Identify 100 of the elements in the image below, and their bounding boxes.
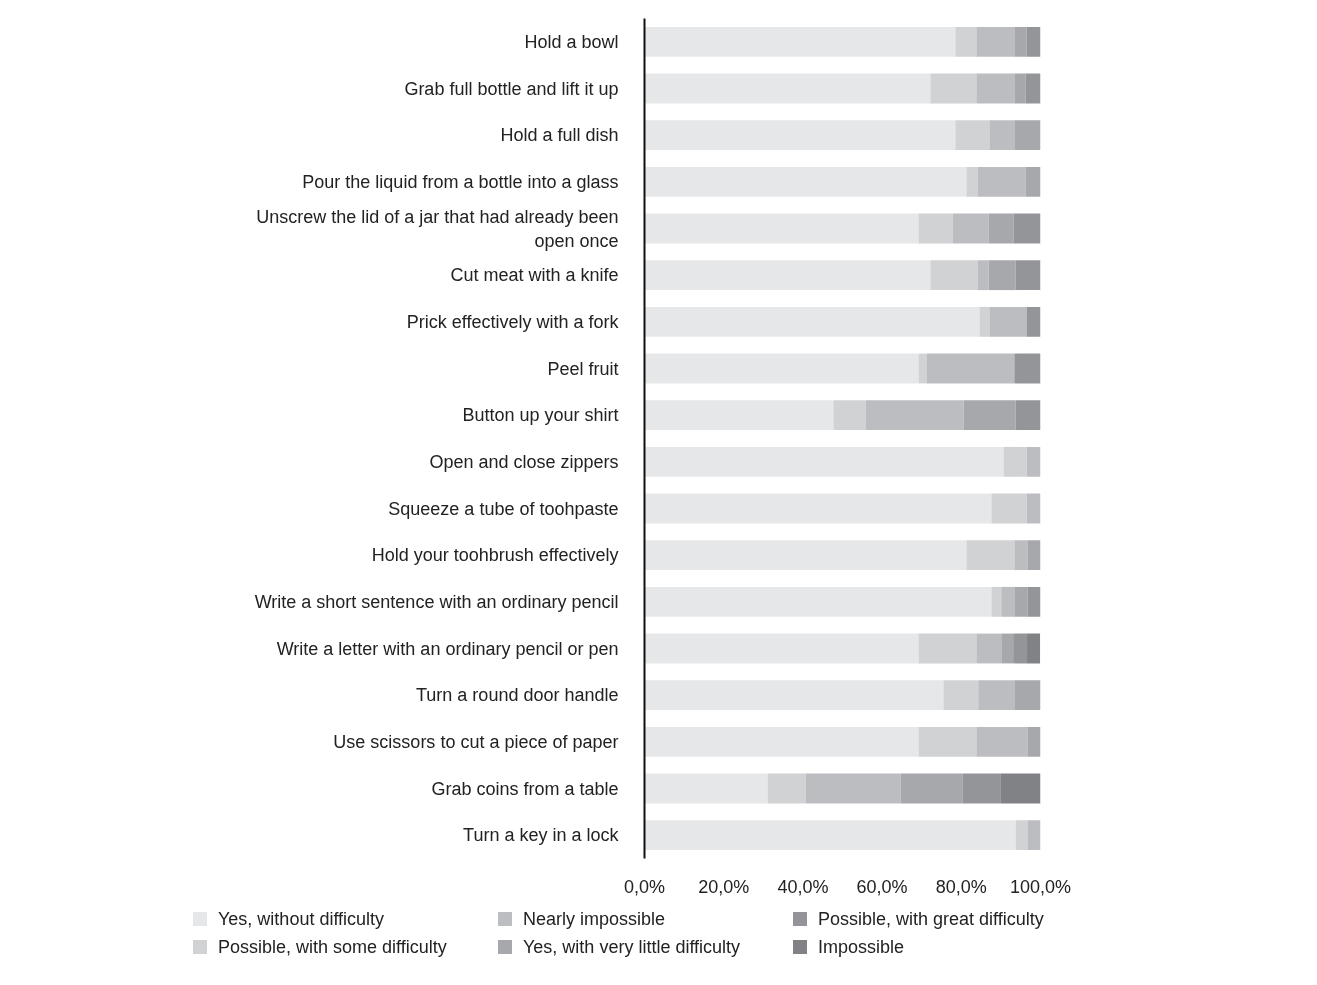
y-tick-label: Grab coins from a table [431, 778, 619, 799]
bar [865, 400, 964, 431]
bar [644, 586, 992, 617]
bar [1000, 773, 1041, 804]
bar [978, 680, 1015, 711]
y-tick-label: Use scissors to cut a piece of paper [333, 731, 619, 752]
y-tick-label: Hold your toohbrush effectively [371, 545, 619, 566]
bar [1013, 633, 1028, 664]
legend-label: Nearly impossible [523, 909, 666, 929]
bar [989, 306, 1027, 337]
y-tick-label: Turn a key in a lock [463, 825, 620, 846]
bar [926, 353, 1015, 384]
bar [930, 73, 977, 104]
bar [644, 306, 980, 337]
bar [644, 400, 834, 431]
bar [644, 353, 919, 384]
bar [644, 493, 992, 524]
x-tick-label: 40,0% [777, 876, 829, 897]
bar [918, 726, 977, 757]
bar [952, 213, 989, 244]
bar [1027, 540, 1041, 571]
bar [1014, 586, 1028, 617]
bar [644, 633, 919, 664]
bar [644, 213, 919, 244]
bar [966, 540, 1015, 571]
bar [644, 540, 967, 571]
bar [991, 586, 1002, 617]
bar [1026, 446, 1041, 477]
bar [1014, 73, 1026, 104]
y-tick-label: Unscrew the lid of a jar that had already been open once [256, 206, 619, 251]
x-tick-label: 60,0% [856, 876, 908, 897]
legend-label: Possible, with great difficulty [818, 909, 1044, 929]
bar [644, 73, 931, 104]
bar [977, 260, 989, 291]
x-tick-label: 0,0% [623, 876, 666, 897]
bar [1015, 820, 1028, 851]
bar [1026, 306, 1041, 337]
y-tick-label: Peel fruit [547, 358, 619, 379]
x-tick-label: 20,0% [698, 876, 750, 897]
y-tick-label: Write a short sentence with an ordinary pencil [254, 591, 619, 612]
bar [991, 493, 1027, 524]
bar [1027, 820, 1041, 851]
bar [955, 120, 990, 151]
bar [1014, 680, 1041, 711]
bar [979, 306, 990, 337]
bar [644, 26, 956, 57]
legend-label: Possible, with some difficulty [218, 937, 447, 957]
x-tick-label: 80,0% [935, 876, 987, 897]
y-tick-label: Write a letter with an ordinary pencil or pen [276, 638, 619, 659]
bar [1015, 260, 1041, 291]
bar [918, 213, 953, 244]
bar [900, 773, 963, 804]
bar [644, 680, 944, 711]
bar [1014, 120, 1041, 151]
bar [943, 680, 979, 711]
y-tick-label: Prick effectively with a fork [406, 311, 620, 332]
bar [1014, 540, 1028, 571]
y-tick-label: Pour the liquid from a bottle into a glass [302, 171, 619, 192]
bar [989, 120, 1015, 151]
bar [1027, 726, 1041, 757]
bar [805, 773, 901, 804]
bar [644, 260, 931, 291]
legend-label: Yes, with very little difficulty [523, 937, 741, 957]
bar [644, 726, 919, 757]
bar [1013, 213, 1041, 244]
bar [1027, 633, 1041, 664]
bar [930, 260, 978, 291]
x-tick-label: 100,0% [1009, 876, 1072, 897]
legend-label: Yes, without difficulty [218, 909, 385, 929]
bar [1025, 73, 1041, 104]
y-tick-label: Hold a bowl [524, 31, 619, 52]
bar [644, 820, 1016, 851]
bar [1025, 166, 1041, 197]
bar [988, 260, 1016, 291]
bar [963, 400, 1016, 431]
y-tick-label: Turn a round door handle [416, 685, 619, 706]
bar [918, 633, 977, 664]
bar [1026, 26, 1041, 57]
y-tick-label: Grab full bottle and lift it up [404, 78, 619, 99]
bar [1014, 26, 1027, 57]
y-tick-label: Open and close zippers [429, 451, 619, 472]
bar [1001, 586, 1015, 617]
bar [833, 400, 866, 431]
bar [962, 773, 1001, 804]
y-tick-label: Cut meat with a knife [450, 265, 619, 286]
bar [976, 633, 1002, 664]
bar [977, 166, 1026, 197]
bar [1003, 446, 1027, 477]
bar [976, 26, 1015, 57]
y-tick-label: Hold a full dish [500, 125, 619, 146]
bar [1027, 586, 1041, 617]
bar [976, 73, 1015, 104]
bar [1026, 493, 1041, 524]
bar [644, 166, 967, 197]
bar [976, 726, 1028, 757]
bar [966, 166, 978, 197]
y-tick-label: Button up your shirt [462, 405, 619, 426]
bar [644, 773, 768, 804]
bar [955, 26, 977, 57]
bar [1015, 400, 1041, 431]
